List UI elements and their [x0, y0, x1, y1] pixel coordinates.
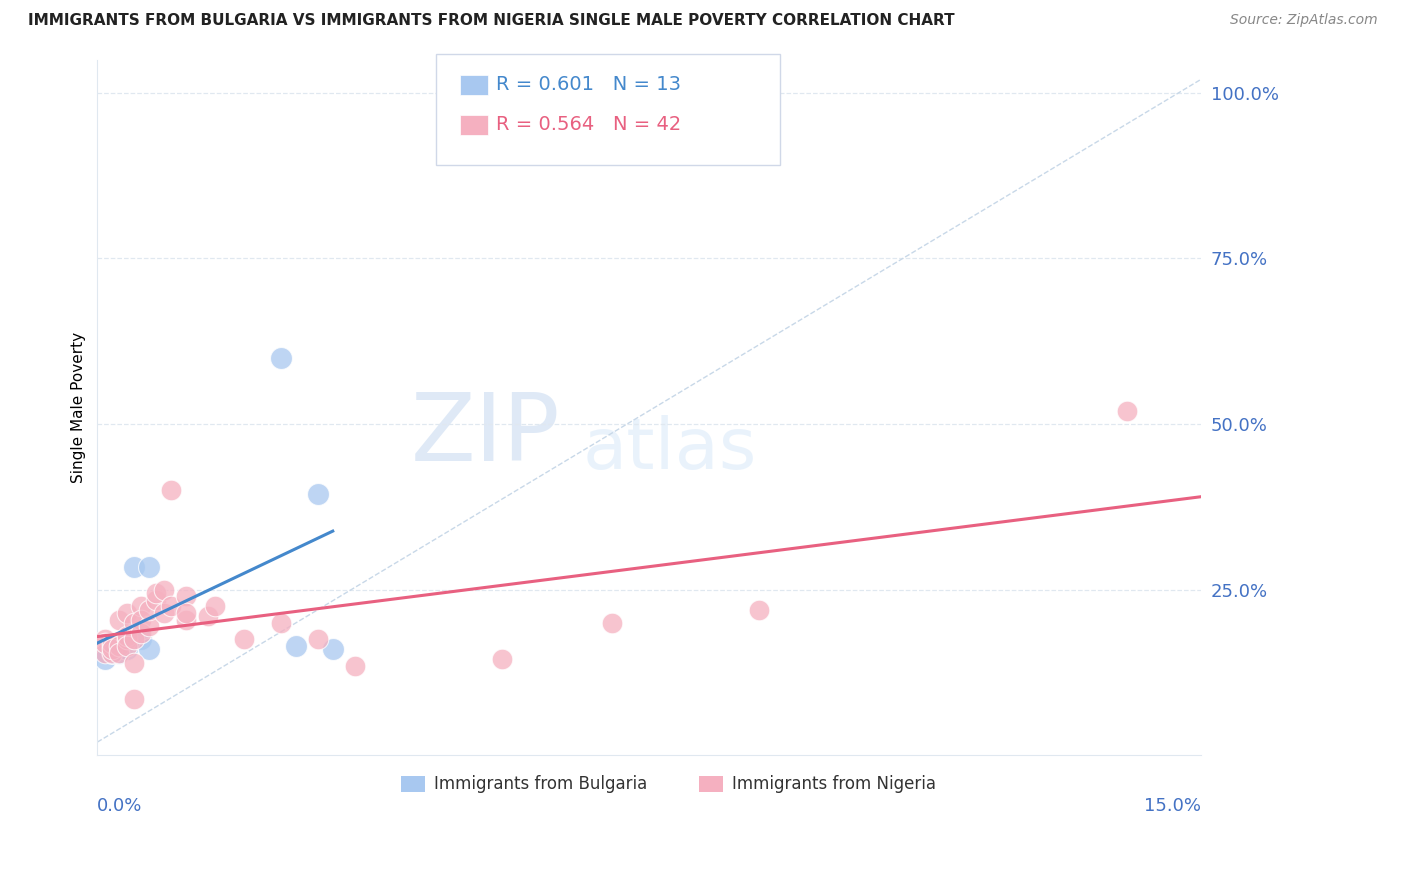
Point: [322, 642, 344, 657]
Text: 15.0%: 15.0%: [1144, 797, 1201, 815]
Point: [93, 632, 115, 647]
Point: [108, 613, 131, 627]
Point: [307, 486, 329, 500]
Point: [131, 632, 153, 647]
Bar: [401, 776, 425, 791]
Text: 0.0%: 0.0%: [97, 797, 143, 815]
Text: Source: ZipAtlas.com: Source: ZipAtlas.com: [1230, 13, 1378, 28]
Point: [145, 586, 167, 600]
Bar: [699, 776, 723, 791]
Point: [115, 639, 138, 653]
Point: [101, 646, 124, 660]
Point: [138, 642, 160, 657]
Point: [108, 646, 131, 660]
Point: [270, 351, 292, 365]
Text: R = 0.564   N = 42: R = 0.564 N = 42: [496, 115, 682, 135]
Point: [101, 639, 124, 653]
Point: [204, 599, 226, 614]
Text: ZIP: ZIP: [411, 389, 561, 482]
Point: [93, 636, 115, 650]
Point: [138, 619, 160, 633]
Point: [233, 632, 256, 647]
Text: atlas: atlas: [583, 415, 758, 483]
Point: [93, 652, 115, 666]
Point: [343, 659, 366, 673]
Point: [122, 656, 145, 670]
Point: [152, 582, 174, 597]
Point: [152, 606, 174, 620]
Point: [108, 639, 131, 653]
Point: [122, 615, 145, 630]
Point: [131, 625, 153, 640]
Point: [197, 609, 219, 624]
Point: [285, 639, 308, 653]
Point: [108, 646, 131, 660]
Text: Immigrants from Nigeria: Immigrants from Nigeria: [733, 775, 936, 793]
Point: [115, 606, 138, 620]
Point: [93, 646, 115, 660]
Point: [138, 559, 160, 574]
Point: [174, 590, 197, 604]
Point: [101, 636, 124, 650]
Point: [138, 602, 160, 616]
Text: R = 0.601   N = 13: R = 0.601 N = 13: [496, 75, 682, 95]
Y-axis label: Single Male Poverty: Single Male Poverty: [72, 332, 86, 483]
Point: [270, 615, 292, 630]
Point: [600, 615, 623, 630]
Point: [101, 642, 124, 657]
Point: [101, 646, 124, 660]
Point: [174, 606, 197, 620]
Point: [160, 483, 183, 498]
Point: [174, 613, 197, 627]
Point: [748, 602, 770, 616]
Point: [145, 592, 167, 607]
Point: [1116, 404, 1139, 418]
Point: [115, 632, 138, 647]
Point: [115, 642, 138, 657]
Text: IMMIGRANTS FROM BULGARIA VS IMMIGRANTS FROM NIGERIA SINGLE MALE POVERTY CORRELAT: IMMIGRANTS FROM BULGARIA VS IMMIGRANTS F…: [28, 13, 955, 29]
Point: [93, 646, 115, 660]
Point: [160, 599, 183, 614]
Point: [115, 629, 138, 643]
Point: [122, 632, 145, 647]
Point: [491, 652, 513, 666]
Point: [307, 632, 329, 647]
Point: [122, 559, 145, 574]
Point: [131, 613, 153, 627]
Text: Immigrants from Bulgaria: Immigrants from Bulgaria: [434, 775, 647, 793]
Point: [122, 692, 145, 706]
Point: [131, 599, 153, 614]
